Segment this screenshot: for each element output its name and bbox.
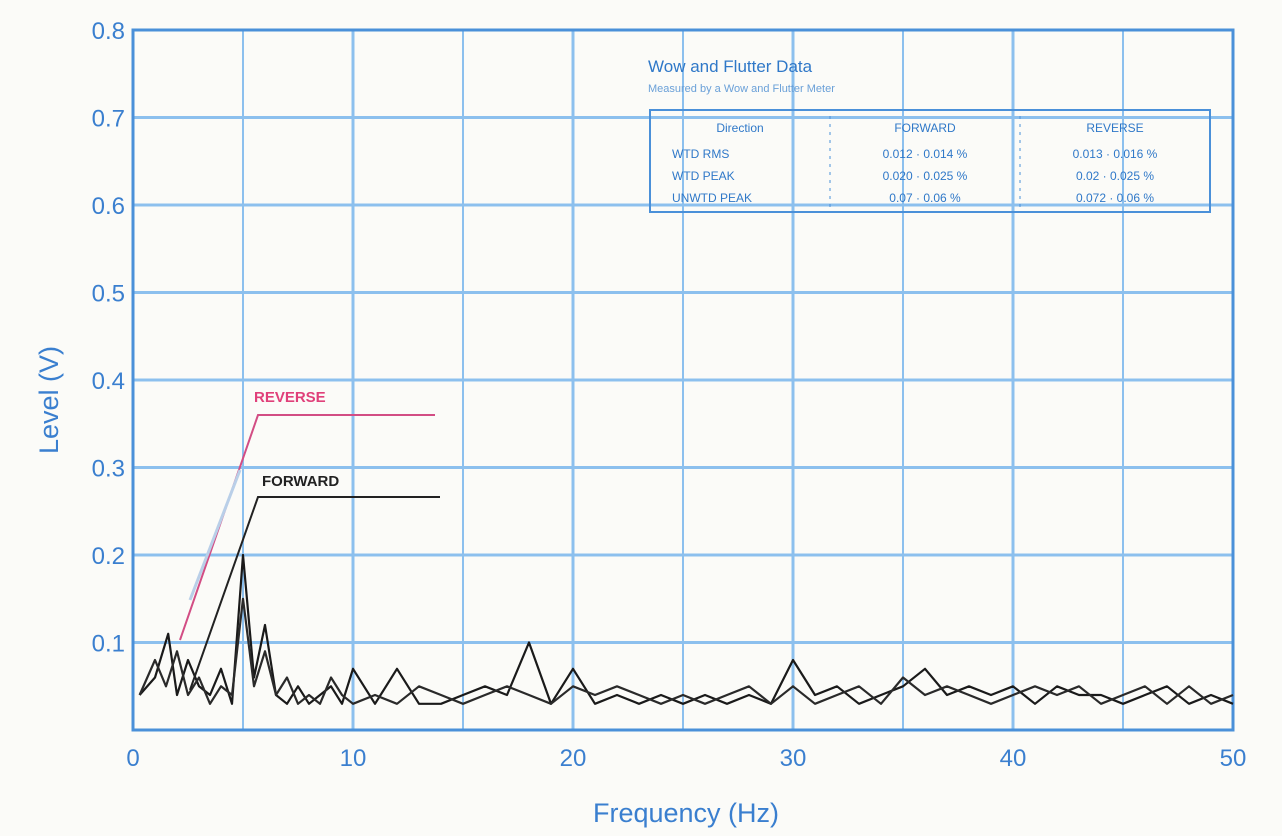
legend-header-cell: FORWARD	[894, 121, 956, 135]
y-tick-label: 0.7	[92, 106, 125, 133]
x-tick-label: 10	[340, 745, 367, 772]
series-lines	[138, 553, 1234, 705]
legend-row-cell: WTD RMS	[672, 147, 729, 161]
reverse-series-label: REVERSE	[254, 389, 326, 406]
legend-row-cell: WTD PEAK	[672, 169, 735, 183]
legend-subtitle: Measured by a Wow and Flutter Meter	[648, 83, 835, 95]
y-ticks: 0.1 0.2 0.3 0.4 0.5 0.6 0.7 0.8	[92, 18, 125, 658]
legend-row-cell: 0.07 · 0.06 %	[889, 191, 961, 205]
legend-table-frame	[649, 109, 1211, 213]
x-tick-label: 40	[1000, 745, 1027, 772]
grid	[133, 30, 1233, 730]
y-axis-title: Level (V)	[34, 346, 64, 454]
y-tick-label: 0.8	[92, 18, 125, 45]
x-tick-label: 0	[126, 745, 139, 772]
legend-row-cell: 0.013 · 0.016 %	[1073, 147, 1158, 161]
reverse-leader-line	[179, 414, 435, 641]
legend-title: Wow and Flutter Data	[648, 57, 813, 76]
legend-header-cell: Direction	[716, 121, 763, 135]
x-axis-title: Frequency (Hz)	[593, 798, 779, 828]
y-tick-label: 0.4	[92, 368, 125, 395]
legend-row-cell: UNWTD PEAK	[672, 191, 752, 205]
y-tick-label: 0.2	[92, 543, 125, 570]
legend-row-cell: 0.02 · 0.025 %	[1076, 169, 1154, 183]
forward-leader-line	[189, 496, 440, 691]
legend-row-cell: 0.020 · 0.025 %	[883, 169, 968, 183]
x-ticks: 0 10 20 30 40 50	[126, 745, 1246, 772]
y-tick-label: 0.5	[92, 281, 125, 308]
x-tick-label: 50	[1220, 745, 1247, 772]
plot-frame	[131, 28, 1235, 732]
y-tick-label: 0.3	[92, 456, 125, 483]
reverse-series-line	[138, 597, 1234, 705]
x-tick-label: 20	[560, 745, 587, 772]
x-tick-label: 30	[780, 745, 807, 772]
forward-series-label: FORWARD	[262, 473, 339, 490]
legend-row-cell: 0.072 · 0.06 %	[1076, 191, 1154, 205]
y-tick-label: 0.6	[92, 193, 125, 220]
reverse-leader-shadow	[188, 469, 242, 601]
wow-flutter-legend-table: Wow and Flutter Data Measured by a Wow a…	[648, 57, 1211, 213]
forward-series-line	[138, 553, 1234, 705]
series-labels: REVERSE FORWARD	[179, 389, 440, 691]
y-tick-label: 0.1	[92, 631, 125, 658]
legend-header-cell: REVERSE	[1086, 121, 1143, 135]
legend-row-cell: 0.012 · 0.014 %	[883, 147, 968, 161]
